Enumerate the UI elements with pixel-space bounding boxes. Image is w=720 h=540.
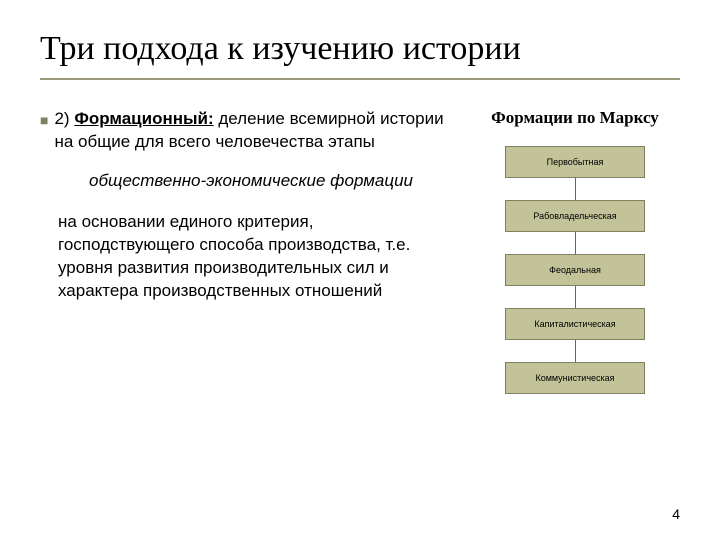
flow-node: Феодальная (505, 254, 645, 286)
flow-node: Коммунистическая (505, 362, 645, 394)
paragraph-1: ■ 2) Формационный: деление всемирной ист… (40, 108, 450, 154)
slide-title: Три подхода к изучению истории (40, 30, 680, 68)
left-column: ■ 2) Формационный: деление всемирной ист… (40, 108, 450, 394)
flowchart: Первобытная Рабовладельческая Феодальная… (470, 146, 680, 394)
page-number: 4 (672, 506, 680, 522)
paragraph-3: на основании единого критерия, господств… (58, 211, 450, 303)
content-area: ■ 2) Формационный: деление всемирной ист… (40, 108, 680, 394)
bullet-icon: ■ (40, 111, 48, 154)
para1-bold: Формационный: (74, 109, 213, 128)
flow-connector (575, 178, 576, 200)
title-underline (40, 78, 680, 80)
italic-term: общественно-экономические формации (52, 170, 450, 193)
flow-connector (575, 232, 576, 254)
flow-node: Рабовладельческая (505, 200, 645, 232)
right-column: Формации по Марксу Первобытная Рабовладе… (470, 108, 680, 394)
flow-node: Первобытная (505, 146, 645, 178)
para1-prefix: 2) (54, 109, 74, 128)
flow-node: Капиталистическая (505, 308, 645, 340)
flowchart-heading: Формации по Марксу (470, 108, 680, 128)
flow-connector (575, 340, 576, 362)
flow-connector (575, 286, 576, 308)
